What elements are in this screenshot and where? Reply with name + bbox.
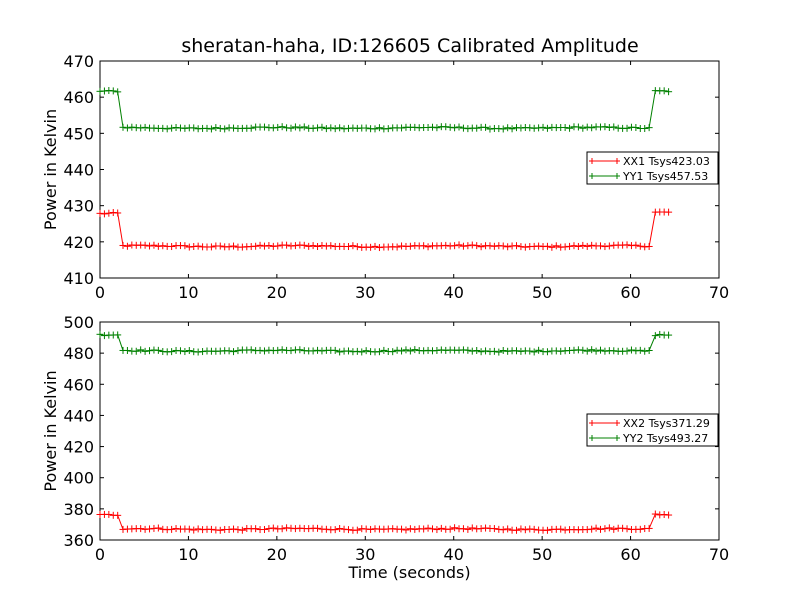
x-tick-label: 70 [709,283,729,302]
x-tick-label: 0 [95,545,105,564]
x-tick-label: 30 [355,545,375,564]
x-tick-label: 50 [532,283,552,302]
legend: XX1 Tsys423.03 YY1 Tsys457.53 [586,151,719,185]
y-tick-label: 460 [63,88,94,107]
top-plot-panel: 0 10 20 30 40 50 60 70 410 420 430 440 450 460 470 Powe… [41,52,729,302]
series-markers [96,510,673,534]
plot-frame [99,321,720,541]
legend-entry-label: YY1 Tsys457.53 [622,170,708,183]
x-tick-label: 20 [267,545,287,564]
x-tick-label: 10 [178,545,198,564]
y-tick-label: 500 [63,313,94,332]
y-tick-label: 410 [63,269,94,288]
y-tick-label: 420 [63,233,94,252]
x-tick-label: 60 [620,283,640,302]
legend-entry-label: XX1 Tsys423.03 [623,155,710,168]
y-axis-label: Power in Kelvin [41,109,60,230]
y-tick-label: 440 [63,161,94,180]
series-markers [96,330,673,356]
y-tick-label: 400 [63,469,94,488]
y-tick-label: 360 [63,531,94,550]
legend-box [586,413,719,447]
x-tick-label: 20 [267,283,287,302]
y-tick-label: 430 [63,197,94,216]
legend-box [586,151,719,185]
x-axis-label: Time (seconds) [347,563,470,582]
figure-title: sheratan-haha, ID:126605 Calibrated Ampl… [181,35,638,57]
x-tick-label: 40 [444,283,464,302]
y-tick-label: 480 [63,344,94,363]
legend-entry-label: XX2 Tsys371.29 [623,417,710,430]
legend-entry-label: YY2 Tsys493.27 [622,432,708,445]
legend: XX2 Tsys371.29 YY2 Tsys493.27 [586,413,719,447]
y-tick-label: 470 [63,52,94,71]
x-tick-label: 10 [178,283,198,302]
series-markers [96,208,673,252]
x-tick-label: 50 [532,545,552,564]
x-tick-label: 70 [709,545,729,564]
y-tick-label: 420 [63,438,94,457]
x-tick-label: 60 [620,545,640,564]
y-tick-label: 450 [63,124,94,143]
series-markers [96,87,673,133]
x-tick-label: 0 [95,283,105,302]
y-tick-label: 380 [63,500,94,519]
y-tick-label: 440 [63,406,94,425]
bottom-plot-panel: 0 10 20 30 40 50 60 70 360 380 400 420 440 460 480 500 P… [41,313,729,582]
y-tick-label: 460 [63,375,94,394]
x-tick-label: 40 [444,545,464,564]
y-axis-label: Power in Kelvin [41,370,60,491]
x-tick-label: 30 [355,283,375,302]
